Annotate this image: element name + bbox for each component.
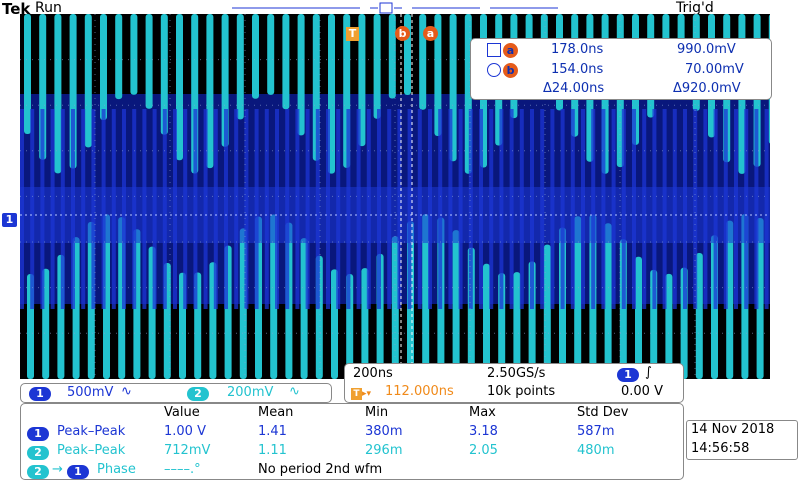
ch2-trace-segment	[130, 14, 138, 95]
datetime-panel: 14 Nov 2018 14:56:58	[686, 420, 798, 460]
ch2-trace-segment	[160, 14, 168, 135]
col-header-min: Min	[365, 405, 389, 420]
phase-name: Phase	[97, 462, 136, 477]
row1-mean: 1.41	[258, 424, 287, 439]
ch2-trace-segment	[145, 14, 153, 109]
cursor-a-time: 178.0ns	[551, 42, 604, 57]
cursor-a-value: 990.0mV	[677, 42, 736, 57]
ch2-trace-segment	[236, 14, 244, 120]
phase-note: No period 2nd wfm	[258, 462, 383, 477]
row2-name: Peak–Peak	[57, 443, 126, 458]
col-header-value: Value	[164, 405, 200, 420]
ch2-trace-segment	[373, 14, 381, 119]
ch2-trace-segment	[513, 272, 521, 379]
ch2-trace-segment	[388, 14, 396, 99]
ch2-trace-segment	[452, 230, 460, 379]
trigger-delay-marker: T ▸▾	[351, 385, 371, 400]
cursor-b-value: 70.00mV	[685, 62, 744, 77]
ch2-trace-segment	[54, 14, 62, 174]
row1-std-dev: 587m	[577, 424, 615, 439]
ch2-trace-segment	[391, 236, 399, 379]
cursor-b-time: 154.0ns	[551, 62, 604, 77]
ch2-trace-segment	[422, 214, 430, 379]
row1-channel-badge: 1	[27, 426, 49, 441]
square-icon	[487, 43, 501, 57]
ch2-trace-segment	[543, 244, 551, 379]
ch2-trace-segment	[635, 256, 642, 379]
ch2-trace-segment	[267, 14, 275, 95]
ch2-trace-segment	[100, 14, 107, 120]
phase-from-badge: 2	[27, 464, 49, 479]
channel-scale-panel[interactable]: 1 500mV ∿ 2 200mV ∿	[20, 383, 332, 403]
cursor-a-row: a 178.0ns 990.0mV	[471, 41, 771, 61]
date: 14 Nov 2018	[691, 422, 775, 437]
ch2-trace-segment	[604, 223, 612, 379]
ch1-level-marker[interactable]: 1	[2, 208, 17, 227]
brand-logo: Tek	[2, 0, 31, 18]
phase-value: ––––.°	[164, 462, 201, 477]
row2-mean: 1.11	[258, 443, 287, 458]
trigger-status: Trig'd	[676, 0, 714, 16]
time-per-div[interactable]: 200ns	[353, 366, 393, 381]
ch2-coupling-icon: ∿	[289, 384, 300, 399]
ch2-scale[interactable]: 200mV	[227, 385, 274, 400]
ch2-trace-segment	[24, 14, 31, 134]
phase-arrow-icon: →	[52, 462, 63, 477]
ch2-trace-segment	[434, 14, 442, 137]
record-view-indicator	[232, 2, 558, 14]
ch1-badge: 1	[29, 386, 51, 401]
ch2-badge: 2	[187, 386, 209, 401]
trigger-delay[interactable]: 112.000ns	[385, 384, 454, 399]
row1-min: 380m	[365, 424, 403, 439]
row1-max: 3.18	[469, 424, 498, 439]
row1-value: 1.00 V	[164, 424, 206, 439]
ch1-scale[interactable]: 500mV	[67, 385, 114, 400]
cursor-delta-row: Δ24.00ns Δ920.0mV	[471, 80, 771, 100]
sample-rate: 2.50GS/s	[487, 366, 546, 381]
row2-max: 2.05	[469, 443, 498, 458]
row2-channel-badge: 2	[27, 445, 49, 460]
cursor-readout-panel: a 178.0ns 990.0mV b 154.0ns 70.00mV Δ24.…	[470, 38, 772, 100]
ch2-trace-segment	[695, 252, 703, 379]
cursor-a-marker[interactable]: a	[423, 22, 438, 41]
ch2-trace-segment	[574, 216, 582, 379]
ch2-trace-segment	[84, 14, 92, 148]
time: 14:56:58	[691, 441, 750, 456]
horizontal-trigger-panel[interactable]: 200ns 2.50GS/s 1 ∫ T ▸▾ 112.000ns 10k poi…	[344, 363, 684, 403]
row2-std-dev: 480m	[577, 443, 615, 458]
ch2-trace-segment	[252, 14, 259, 99]
ch2-trace-segment	[282, 14, 290, 110]
measurement-panel[interactable]: Value Mean Min Max Std Dev 1 Peak–Peak 1…	[20, 403, 684, 480]
ch2-trace-segment	[176, 14, 183, 161]
cursor-b-marker[interactable]: b	[395, 22, 410, 41]
col-header-mean: Mean	[258, 405, 294, 420]
trigger-source-badge: 1	[617, 367, 639, 382]
delta-time: Δ24.00ns	[543, 81, 605, 96]
record-length: 10k points	[487, 384, 556, 399]
trigger-level[interactable]: 0.00 V	[621, 384, 663, 399]
ch1-coupling-icon: ∿	[121, 384, 132, 399]
row1-name: Peak–Peak	[57, 424, 126, 439]
circle-icon	[487, 63, 501, 77]
ch2-trace-segment	[361, 268, 369, 379]
col-header-max: Max	[469, 405, 496, 420]
trigger-slope-icon: ∫	[645, 365, 652, 380]
col-header-std-dev: Std Dev	[577, 405, 629, 420]
row2-min: 296m	[365, 443, 403, 458]
acquisition-status: Run	[35, 0, 62, 16]
ch2-trace-segment	[115, 14, 123, 100]
ch2-trace-segment	[665, 273, 673, 379]
ch2-trace-segment	[206, 14, 214, 169]
cursor-b-row: b 154.0ns 70.00mV	[471, 61, 771, 81]
ch2-trace-segment	[726, 220, 734, 379]
phase-to-badge: 1	[67, 464, 89, 479]
trigger-position-marker[interactable]: T	[346, 22, 359, 41]
ch2-trace-segment	[483, 263, 490, 379]
row2-value: 712mV	[164, 443, 211, 458]
delta-value: Δ920.0mV	[673, 81, 741, 96]
